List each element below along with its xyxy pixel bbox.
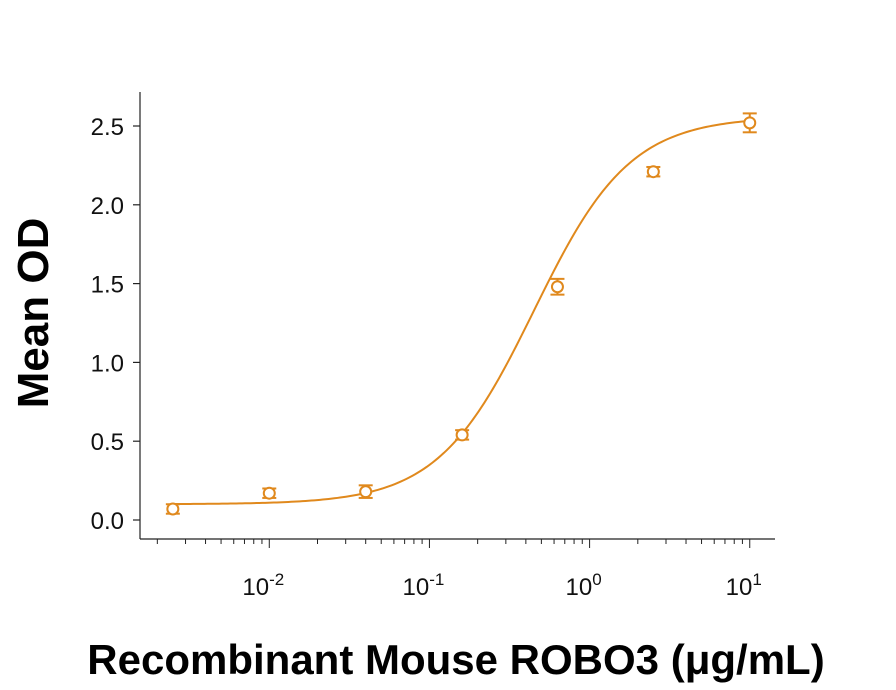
- x-axis-label: Recombinant Mouse ROBO3 (μg/mL): [87, 636, 824, 683]
- axes: [139, 92, 775, 540]
- data-point: [742, 112, 757, 134]
- y-tick-label: 0.0: [91, 508, 124, 535]
- y-tick-label: 1.0: [91, 350, 124, 377]
- x-tick-label: 100: [566, 570, 602, 601]
- x-tick-label: 10-2: [242, 570, 284, 601]
- data-marker: [359, 485, 373, 499]
- data-marker: [455, 428, 469, 442]
- data-point: [455, 428, 470, 442]
- y-ticks: 0.0 0.5 1.0 1.5 2.0 2.5: [91, 114, 140, 535]
- y-axis-label: Mean OD: [9, 218, 58, 409]
- y-tick-label: 1.5: [91, 272, 124, 299]
- y-tick-label: 2.5: [91, 114, 124, 141]
- y-tick-label: 0.5: [91, 429, 124, 456]
- data-marker: [646, 165, 660, 179]
- x-ticks: 10-2 10-1 100 101: [156, 539, 762, 601]
- data-point: [262, 486, 277, 500]
- x-tick-label: 101: [726, 570, 762, 601]
- y-tick-label: 2.0: [91, 193, 124, 220]
- x-tick-label: 10-1: [403, 570, 445, 601]
- data-points-layer: [165, 112, 757, 516]
- fit-curve-layer: [172, 119, 750, 506]
- data-point: [646, 165, 661, 179]
- data-marker: [550, 280, 564, 294]
- data-point: [165, 502, 180, 516]
- data-marker: [166, 502, 180, 516]
- data-point: [358, 484, 373, 499]
- data-point: [550, 277, 565, 296]
- data-marker: [262, 486, 276, 500]
- fit-curve: [172, 119, 750, 506]
- data-marker: [743, 116, 757, 130]
